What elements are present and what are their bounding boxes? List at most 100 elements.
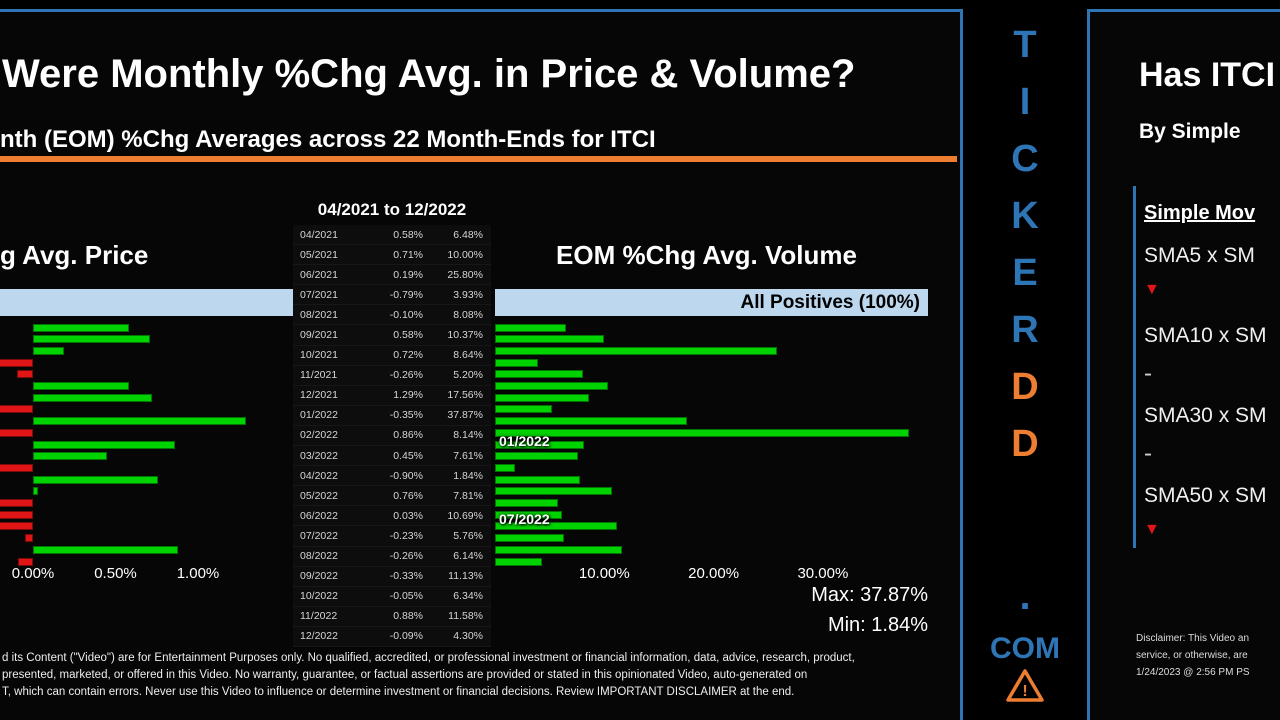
disclaimer-line: Disclaimer: This Video an <box>1136 633 1250 644</box>
sma-crossover-section: Simple Mov SMA5 x SM ▼ SMA10 x SM - SMA30 x … <box>1133 186 1280 548</box>
table-cell-date: 03/2022 <box>300 449 338 462</box>
table-cell-price: 0.71% <box>393 248 423 261</box>
volume-bar <box>495 499 558 507</box>
table-cell-date: 11/2021 <box>300 369 338 382</box>
table-cell-price: -0.33% <box>389 570 423 583</box>
table-cell-volume: 37.87% <box>447 409 483 422</box>
table-cell-volume: 7.81% <box>453 489 483 502</box>
sma-row-label: SMA30 x SM <box>1144 404 1267 427</box>
max-label: Max: 37.87% <box>811 584 928 606</box>
brand-letter-c: C <box>1011 138 1039 180</box>
table-cell-date: 06/2022 <box>300 509 338 522</box>
table-row: 05/2022 0.76% 7.81% <box>293 486 491 507</box>
disclaimer-line: presented, marketed, or offered in this … <box>2 669 808 681</box>
right-panel: Has ITCI By Simple Simple Mov SMA5 x SM ▼… <box>1087 9 1280 720</box>
table-cell-price: -0.10% <box>389 308 423 321</box>
volume-bar <box>495 475 581 484</box>
price-axis-tick: 0.50% <box>94 565 137 582</box>
price-chart-header-band <box>0 289 293 316</box>
price-axis-tick: 1.00% <box>176 565 220 582</box>
table-row: 07/2021 -0.79% 3.93% <box>293 285 491 306</box>
table-cell-volume: 8.64% <box>453 349 483 362</box>
signal-down-icon: ▼ <box>1144 281 1160 298</box>
table-cell-volume: 7.61% <box>453 449 483 462</box>
volume-bar <box>495 323 566 332</box>
table-row: 12/2022 -0.09% 4.30% <box>293 627 491 647</box>
table-cell-volume: 8.14% <box>453 429 483 442</box>
orange-divider <box>0 156 957 162</box>
volume-bar-chart <box>495 322 935 569</box>
table-cell-price: -0.26% <box>389 550 423 563</box>
price-bar <box>33 393 152 402</box>
table-cell-price: -0.35% <box>389 409 423 422</box>
table-cell-price: -0.05% <box>389 590 423 603</box>
table-cell-price: 0.86% <box>393 429 423 442</box>
table-cell-volume: 11.58% <box>448 610 483 623</box>
volume-axis-tick: 10.00% <box>578 565 630 582</box>
volume-bar <box>495 346 777 355</box>
table-cell-volume: 5.76% <box>453 529 483 542</box>
table-cell-price: -0.09% <box>389 630 423 643</box>
table-cell-date: 05/2021 <box>300 248 338 261</box>
table-row: 04/2021 0.58% 6.48% <box>293 225 491 246</box>
right-disclaimer: Disclaimer: This Video an service, or oth… <box>1136 630 1280 681</box>
price-bar-chart <box>0 322 293 569</box>
price-bar <box>0 463 33 472</box>
sma-row-label: SMA5 x SM <box>1144 244 1255 267</box>
table-cell-price: -0.23% <box>389 529 423 542</box>
price-bar <box>33 440 175 449</box>
volume-bar <box>495 393 590 402</box>
table-cell-volume: 10.00% <box>447 248 483 261</box>
brand-letter-k: K <box>1011 195 1039 237</box>
month-table: 04/2021 0.58% 6.48% 05/2021 0.71% 10.00% 06/20… <box>293 225 491 647</box>
price-bar <box>0 405 33 414</box>
table-cell-price: 0.19% <box>393 268 423 281</box>
table-row: 10/2021 0.72% 8.64% <box>293 346 491 366</box>
table-cell-volume: 11.13% <box>448 570 483 583</box>
price-bar <box>33 382 129 390</box>
table-cell-price: -0.26% <box>389 369 423 382</box>
main-title: Were Monthly %Chg Avg. in Price & Volume… <box>2 52 856 96</box>
price-bar <box>33 323 129 332</box>
table-row: 09/2022 -0.33% 11.13% <box>293 567 491 587</box>
table-title: 04/2021 to 12/2022 <box>317 200 467 219</box>
table-cell-volume: 5.20% <box>453 369 483 382</box>
volume-axis-tick: 20.00% <box>688 565 740 582</box>
table-row: 01/2022 -0.35% 37.87% <box>293 406 491 426</box>
table-cell-date: 10/2022 <box>300 590 338 603</box>
price-bar <box>33 346 65 355</box>
volume-bar <box>495 487 612 496</box>
table-cell-date: 07/2022 <box>300 529 338 542</box>
brand-letter-d: D <box>1011 423 1039 465</box>
volume-axis-tick: 30.00% <box>797 565 849 582</box>
volume-chart-title: EOM %Chg Avg. Volume <box>556 240 857 270</box>
table-row: 03/2022 0.45% 7.61% <box>293 446 491 467</box>
table-cell-date: 04/2022 <box>300 469 338 482</box>
table-cell-date: 11/2022 <box>300 610 338 623</box>
volume-bar <box>495 463 516 472</box>
table-cell-volume: 10.69% <box>447 509 483 522</box>
table-cell-price: 0.76% <box>393 489 423 502</box>
brand-letter-i: I <box>1019 81 1031 123</box>
table-row: 06/2022 0.03% 10.69% <box>293 506 491 527</box>
table-cell-date: 05/2022 <box>300 489 338 502</box>
table-row: 07/2022 -0.23% 5.76% <box>293 526 491 547</box>
price-bar <box>33 417 246 426</box>
table-cell-price: 0.72% <box>393 349 423 362</box>
table-cell-date: 08/2021 <box>300 308 338 321</box>
table-cell-date: 07/2021 <box>300 288 338 301</box>
table-row: 05/2021 0.71% 10.00% <box>293 245 491 266</box>
signal-dash: - <box>1144 360 1152 387</box>
table-row: 11/2021 -0.26% 5.20% <box>293 366 491 386</box>
annotation-01-2022: 01/2022 <box>499 433 550 449</box>
watermark-dot: . <box>1019 574 1031 618</box>
volume-bar <box>495 557 542 566</box>
sma-row-label: SMA50 x SM <box>1144 484 1267 507</box>
price-bar <box>33 545 179 554</box>
volume-bar <box>495 440 584 449</box>
price-bar <box>0 358 33 367</box>
table-row: 04/2022 -0.90% 1.84% <box>293 466 491 487</box>
price-bar <box>33 487 38 496</box>
brand-letter-r: R <box>1011 309 1039 351</box>
